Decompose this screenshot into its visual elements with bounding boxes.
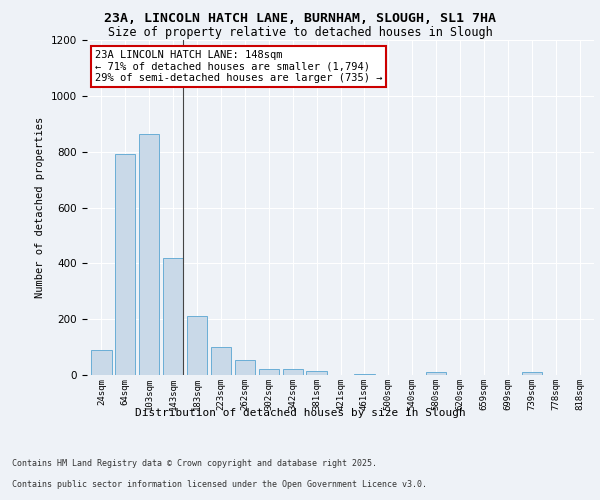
Bar	[307, 371, 327, 375]
Text: 23A, LINCOLN HATCH LANE, BURNHAM, SLOUGH, SL1 7HA: 23A, LINCOLN HATCH LANE, BURNHAM, SLOUGH…	[104, 12, 496, 26]
Bar	[259, 370, 279, 375]
Bar	[163, 258, 183, 375]
Bar	[283, 370, 303, 375]
Bar	[354, 374, 374, 375]
Text: 23A LINCOLN HATCH LANE: 148sqm
← 71% of detached houses are smaller (1,794)
29% : 23A LINCOLN HATCH LANE: 148sqm ← 71% of …	[95, 50, 382, 83]
Bar	[426, 372, 446, 375]
Text: Contains HM Land Registry data © Crown copyright and database right 2025.: Contains HM Land Registry data © Crown c…	[12, 458, 377, 468]
Bar	[521, 372, 542, 375]
Bar	[91, 350, 112, 375]
Bar	[115, 154, 136, 375]
Text: Distribution of detached houses by size in Slough: Distribution of detached houses by size …	[134, 408, 466, 418]
Bar	[235, 360, 255, 375]
Bar	[139, 134, 160, 375]
Text: Size of property relative to detached houses in Slough: Size of property relative to detached ho…	[107, 26, 493, 39]
Text: Contains public sector information licensed under the Open Government Licence v3: Contains public sector information licen…	[12, 480, 427, 489]
Bar	[211, 347, 231, 375]
Bar	[187, 316, 207, 375]
Y-axis label: Number of detached properties: Number of detached properties	[35, 117, 46, 298]
